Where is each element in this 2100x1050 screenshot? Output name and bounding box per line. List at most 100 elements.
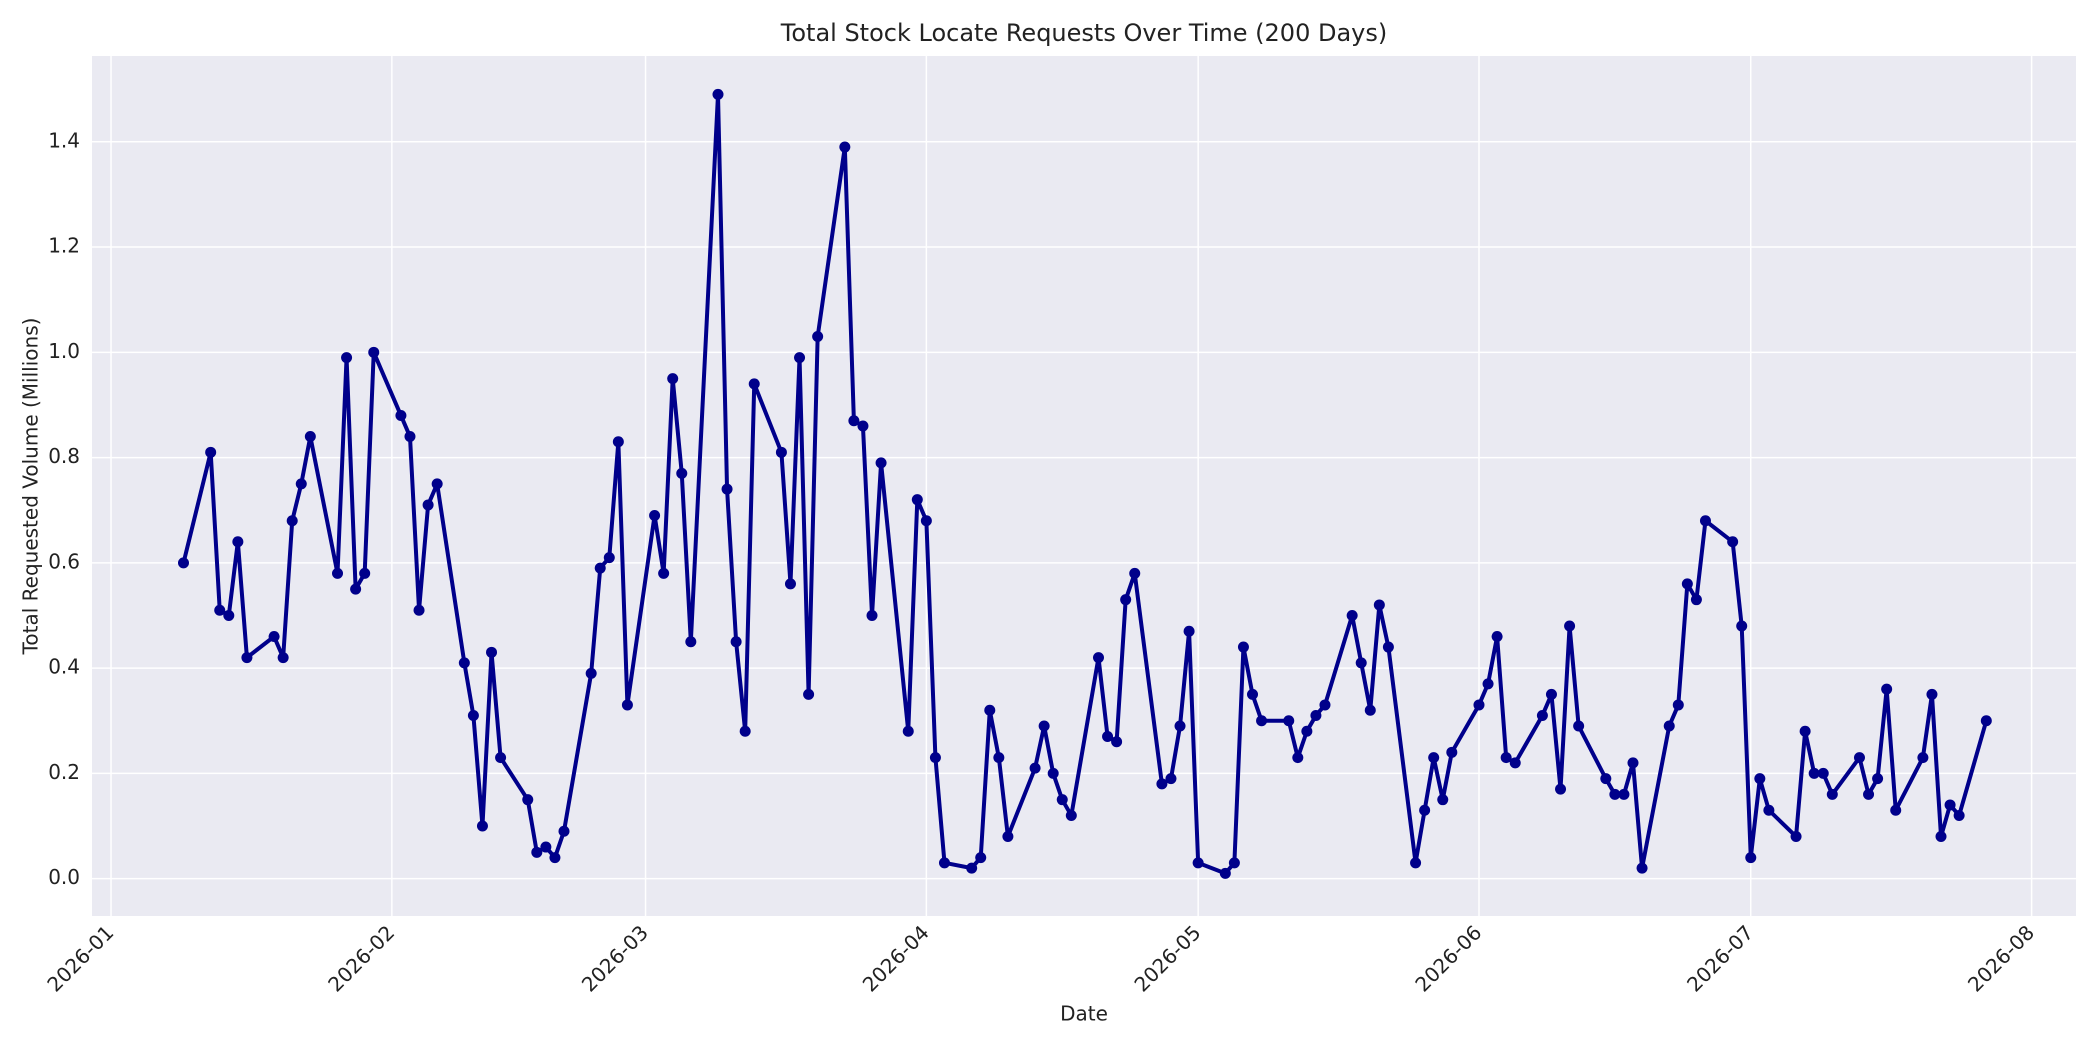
data-point bbox=[1056, 794, 1068, 806]
data-point bbox=[1355, 657, 1367, 669]
data-point bbox=[621, 699, 633, 711]
data-point bbox=[993, 752, 1005, 764]
y-tick-label: 0.8 bbox=[48, 444, 80, 468]
x-tick-label: 2026-06 bbox=[1410, 920, 1486, 996]
data-point bbox=[1382, 641, 1394, 653]
data-point bbox=[1482, 678, 1494, 690]
data-point bbox=[1065, 809, 1077, 821]
data-point bbox=[341, 352, 353, 364]
data-point bbox=[784, 578, 796, 590]
data-point bbox=[748, 378, 760, 390]
data-point bbox=[1826, 788, 1838, 800]
data-point bbox=[277, 652, 289, 664]
data-point bbox=[476, 820, 488, 832]
data-point bbox=[304, 431, 316, 443]
data-point bbox=[350, 583, 362, 595]
data-point bbox=[676, 467, 688, 479]
data-point bbox=[712, 88, 724, 100]
data-point bbox=[1491, 631, 1503, 643]
data-point bbox=[268, 631, 280, 643]
data-point bbox=[1799, 725, 1811, 737]
data-point bbox=[929, 752, 941, 764]
data-point bbox=[1754, 773, 1766, 785]
data-point bbox=[232, 536, 244, 548]
data-point bbox=[603, 552, 615, 564]
data-point bbox=[1817, 767, 1829, 779]
data-point bbox=[1545, 688, 1557, 700]
data-point bbox=[1509, 757, 1521, 769]
data-point bbox=[522, 794, 534, 806]
data-point bbox=[1228, 857, 1240, 869]
data-point bbox=[1573, 720, 1585, 732]
data-point bbox=[1156, 778, 1168, 790]
y-tick-label: 0.4 bbox=[48, 655, 80, 679]
data-point bbox=[911, 494, 923, 506]
data-point bbox=[1038, 720, 1050, 732]
data-point bbox=[1536, 709, 1548, 721]
data-point bbox=[1292, 752, 1304, 764]
data-point bbox=[1410, 857, 1422, 869]
y-tick-label: 1.0 bbox=[48, 339, 80, 363]
data-point bbox=[1600, 773, 1612, 785]
data-point bbox=[395, 409, 407, 421]
data-point bbox=[1881, 683, 1893, 695]
data-point bbox=[1102, 731, 1114, 743]
data-point bbox=[1609, 788, 1621, 800]
data-point bbox=[1029, 762, 1041, 774]
chart-title: Total Stock Locate Requests Over Time (2… bbox=[780, 19, 1387, 47]
data-point bbox=[1690, 594, 1702, 606]
data-point bbox=[1319, 699, 1331, 711]
data-point bbox=[857, 420, 869, 432]
data-point bbox=[1736, 620, 1748, 632]
data-point bbox=[585, 667, 597, 679]
data-point bbox=[1953, 809, 1965, 821]
data-point bbox=[404, 431, 416, 443]
data-point bbox=[1564, 620, 1576, 632]
data-point bbox=[938, 857, 950, 869]
data-point bbox=[1129, 567, 1141, 579]
data-point bbox=[1555, 783, 1567, 795]
data-point bbox=[241, 652, 253, 664]
y-axis-label: Total Requested Volume (Millions) bbox=[19, 318, 43, 656]
data-point bbox=[920, 515, 932, 527]
data-point bbox=[794, 352, 806, 364]
data-point bbox=[1636, 862, 1648, 874]
x-tick-label: 2026-02 bbox=[323, 920, 399, 996]
y-tick-label: 1.4 bbox=[48, 128, 80, 152]
data-point bbox=[1120, 594, 1132, 606]
data-point bbox=[214, 604, 226, 616]
data-point bbox=[1763, 804, 1775, 816]
data-point bbox=[812, 331, 824, 343]
x-tick-label: 2026-08 bbox=[1963, 920, 2039, 996]
data-point bbox=[368, 346, 380, 358]
data-point bbox=[1428, 752, 1440, 764]
data-point bbox=[1373, 599, 1385, 611]
data-point bbox=[1237, 641, 1249, 653]
data-point bbox=[1092, 652, 1104, 664]
data-point bbox=[1663, 720, 1675, 732]
data-point bbox=[359, 567, 371, 579]
data-point bbox=[531, 846, 543, 858]
data-point bbox=[1301, 725, 1313, 737]
data-point bbox=[902, 725, 914, 737]
data-point bbox=[1183, 625, 1195, 637]
data-point bbox=[549, 852, 561, 864]
data-point bbox=[1944, 799, 1956, 811]
data-point bbox=[1419, 804, 1431, 816]
data-point bbox=[1473, 699, 1485, 711]
data-point bbox=[1917, 752, 1929, 764]
x-tick-label: 2026-05 bbox=[1130, 920, 1206, 996]
data-point bbox=[1346, 609, 1358, 621]
y-tick-label: 0.2 bbox=[48, 760, 80, 784]
data-point bbox=[1446, 746, 1458, 758]
data-point bbox=[984, 704, 996, 716]
data-point bbox=[467, 709, 479, 721]
data-point bbox=[1247, 688, 1259, 700]
data-line bbox=[181, 92, 1989, 876]
data-point bbox=[649, 509, 661, 521]
data-point bbox=[875, 457, 887, 469]
data-point bbox=[177, 557, 189, 569]
data-point bbox=[1699, 515, 1711, 527]
data-point bbox=[739, 725, 751, 737]
